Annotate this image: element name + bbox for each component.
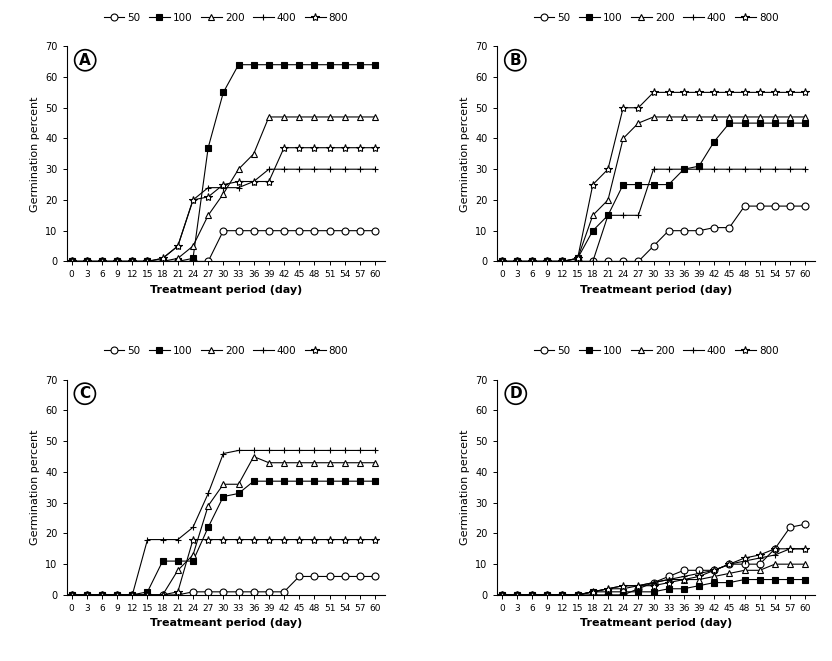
X-axis label: Treatmeant period (day): Treatmeant period (day) [580, 285, 732, 295]
X-axis label: Treatmeant period (day): Treatmeant period (day) [580, 619, 732, 629]
Legend: 50, 100, 200, 400, 800: 50, 100, 200, 400, 800 [99, 342, 353, 360]
Text: C: C [79, 386, 91, 401]
Y-axis label: Germination percent: Germination percent [460, 430, 470, 545]
X-axis label: Treatmeant period (day): Treatmeant period (day) [150, 285, 302, 295]
Legend: 50, 100, 200, 400, 800: 50, 100, 200, 400, 800 [529, 9, 783, 27]
Text: A: A [79, 53, 91, 67]
Y-axis label: Germination percent: Germination percent [30, 96, 40, 212]
Text: D: D [509, 386, 522, 401]
X-axis label: Treatmeant period (day): Treatmeant period (day) [150, 619, 302, 629]
Y-axis label: Germination percent: Germination percent [30, 430, 40, 545]
Y-axis label: Germination percent: Germination percent [460, 96, 470, 212]
Legend: 50, 100, 200, 400, 800: 50, 100, 200, 400, 800 [529, 342, 783, 360]
Legend: 50, 100, 200, 400, 800: 50, 100, 200, 400, 800 [99, 9, 353, 27]
Text: B: B [509, 53, 521, 67]
